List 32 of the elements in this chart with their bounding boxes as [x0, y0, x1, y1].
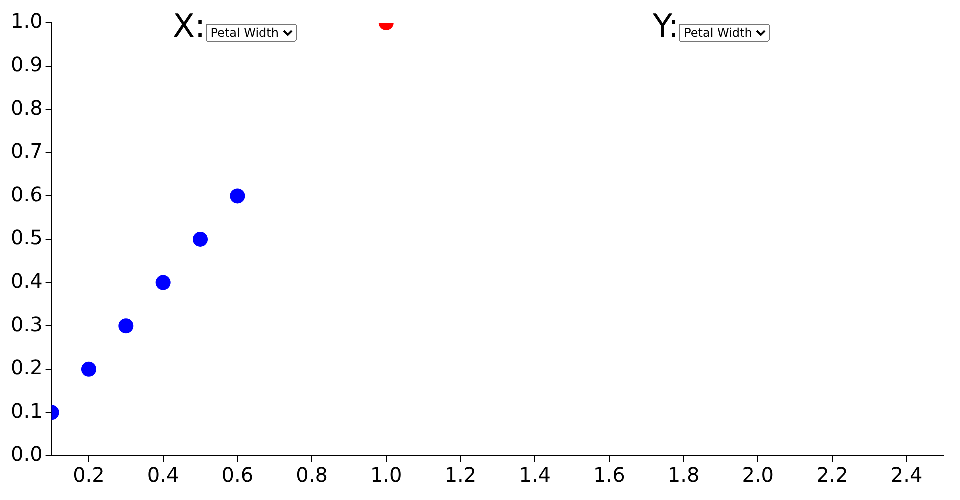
- x-tick-label: 0.6: [222, 463, 254, 488]
- x-tick-label: 2.4: [890, 463, 923, 488]
- point: [81, 362, 96, 377]
- y-tick-label: 0.0: [10, 442, 43, 466]
- y-tick-label: 0.8: [10, 96, 43, 120]
- x-tick-label: 1.8: [668, 463, 700, 488]
- y-tick-label: 0.7: [10, 139, 43, 164]
- point: [193, 232, 208, 247]
- annotation: X:: [173, 7, 206, 45]
- x-tick-label: 1.0: [370, 463, 402, 488]
- annotation: Y:: [653, 7, 680, 45]
- point: [156, 275, 171, 290]
- y-tick-label: 0.9: [10, 52, 43, 77]
- y-tick-label: 0.1: [10, 398, 43, 423]
- y-tick-label: 1.0: [10, 9, 43, 34]
- x-tick-label: 2.2: [816, 463, 848, 488]
- x-tick-label: 0.2: [73, 463, 105, 488]
- y-tick-label: 0.6: [10, 182, 43, 206]
- x-tick-label: 2.0: [742, 463, 774, 488]
- x-tick-label: 0.4: [147, 463, 180, 488]
- x-tick-label: 1.4: [519, 463, 551, 488]
- annotation: Petal Width: [679, 24, 770, 42]
- y-tick-label: 0.3: [10, 312, 43, 336]
- y-tick-label: 0.5: [10, 226, 43, 250]
- y-tick-label: 0.4: [10, 269, 43, 294]
- x-tick-label: 1.2: [444, 463, 477, 488]
- x-tick-label: 1.6: [594, 463, 626, 488]
- point: [230, 188, 246, 204]
- annotation: Petal Width: [206, 24, 297, 42]
- x-tick-label: 0.8: [296, 463, 328, 488]
- point: [118, 318, 134, 334]
- y-tick-label: 0.2: [10, 356, 43, 380]
